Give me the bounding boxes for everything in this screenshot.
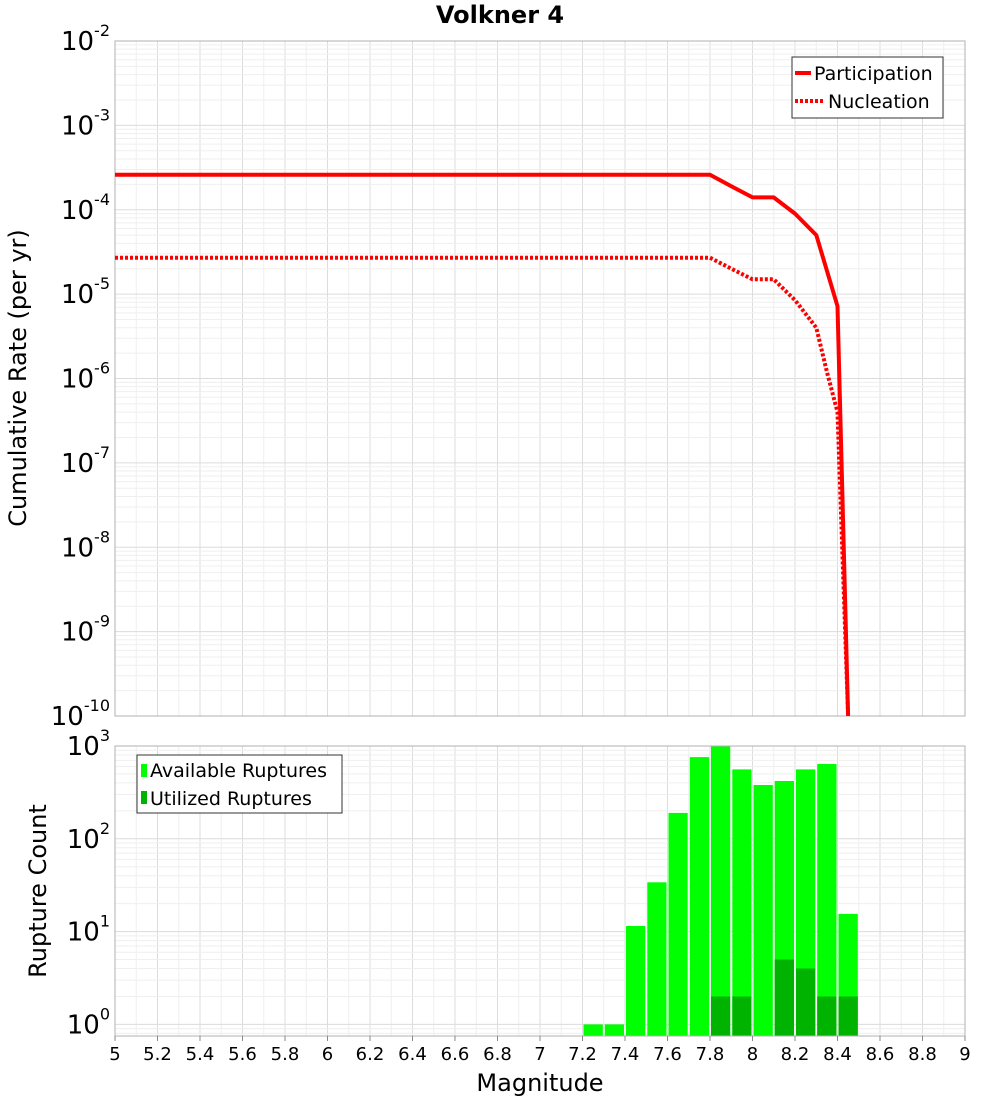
x-tick-label: 8 [747,1044,758,1065]
bar-utilized [817,996,837,1036]
y-tick-label: 10-10 [51,696,110,732]
bar-available [626,926,646,1036]
x-tick-label: 7.4 [611,1044,640,1065]
rate-legend-box [791,56,944,119]
bar-available [647,882,667,1036]
y-tick-label: 10-9 [61,612,110,648]
rupture-count-y-axis-label: Rupture Count [24,804,52,978]
rate-plot-panel: 10-2 10-3 10-4 10-5 10-6 10-7 10-8 10-9 10-10 Pa… [51,21,966,732]
x-tick-label: 5.6 [228,1044,257,1065]
x-tick-label: 6.2 [356,1044,385,1065]
y-tick-label: 10-7 [61,443,110,479]
magnitude-x-axis-label: Magnitude [476,1069,603,1097]
magnitude-x-axis: 5 5.2 5.4 5.6 5.8 6 6.2 6.4 6.6 6.8 7 7.2 7.4 7.6 7.8 8… [109,1036,971,1065]
bar-available [732,769,752,1036]
bar-available [689,757,710,1036]
rate-y-axis: 10-2 10-3 10-4 10-5 10-6 10-7 10-8 10-9 10-10 [51,21,110,732]
legend-swatch-utilized [141,791,147,804]
x-tick-label: 6.6 [441,1044,470,1065]
x-tick-label: 7.2 [568,1044,597,1065]
bar-available [817,764,837,1036]
bar-utilized [838,996,858,1036]
bar-utilized [711,996,731,1036]
rupture-legend: Available Ruptures Utilized Ruptures [136,754,343,814]
bar-utilized [732,996,752,1036]
rupture-count-y-axis: 100 101 102 103 [67,726,110,1040]
x-tick-label: 6.8 [483,1044,512,1065]
bar-utilized [796,968,816,1036]
series-line-participation [115,172,851,717]
legend-label-nucleation: Nucleation [828,91,930,113]
x-tick-label: 8.4 [823,1044,852,1065]
y-tick-label: 103 [67,726,110,762]
x-tick-label: 5.2 [143,1044,172,1065]
rate-series [115,172,851,717]
rate-legend: Participation Nucleation [791,56,944,119]
y-tick-label: 10-3 [61,105,110,141]
y-tick-label: 102 [67,819,110,855]
y-tick-label: 101 [67,912,110,948]
x-tick-label: 5 [109,1044,120,1065]
x-tick-label: 9 [959,1044,970,1065]
x-tick-label: 5.8 [271,1044,300,1065]
legend-label-participation: Participation [814,63,933,85]
y-tick-label: 10-8 [61,527,110,563]
rate-plot-frame [114,40,966,717]
x-tick-label: 6 [322,1044,333,1065]
rate-y-axis-label: Cumulative Rate (per yr) [4,229,32,527]
bar-utilized [774,959,794,1036]
x-tick-label: 8.2 [781,1044,810,1065]
x-tick-label: 8.6 [866,1044,895,1065]
bar-available [668,812,688,1036]
series-line-nucleation [115,255,851,717]
x-tick-label: 7.6 [653,1044,682,1065]
y-tick-label: 10-2 [61,21,110,57]
legend-label-utilized: Utilized Ruptures [150,788,312,810]
y-tick-label: 100 [67,1004,110,1040]
rupture-count-panel: 100 101 102 103 5 5.2 5.4 5.6 5.8 6 6.2 6.4 6.6 6.8 7… [67,726,971,1065]
bar-available [711,746,731,1036]
chart-title: Volkner 4 [436,1,564,29]
x-tick-label: 6.4 [398,1044,427,1065]
y-tick-label: 10-6 [61,359,110,395]
rupture-legend-box [136,754,343,814]
bar-available [753,785,773,1036]
bar-available [604,1024,624,1036]
x-tick-label: 7 [534,1044,545,1065]
rate-plot-grid [114,41,966,717]
bar-available [583,1024,603,1036]
rupture-count-bars [583,746,858,1036]
x-tick-label: 7.8 [696,1044,725,1065]
y-tick-label: 10-5 [61,274,110,310]
x-tick-label: 8.8 [908,1044,937,1065]
legend-label-available: Available Ruptures [150,760,327,782]
legend-swatch-available [141,764,147,777]
x-tick-label: 5.4 [186,1044,215,1065]
y-tick-label: 10-4 [61,190,110,226]
